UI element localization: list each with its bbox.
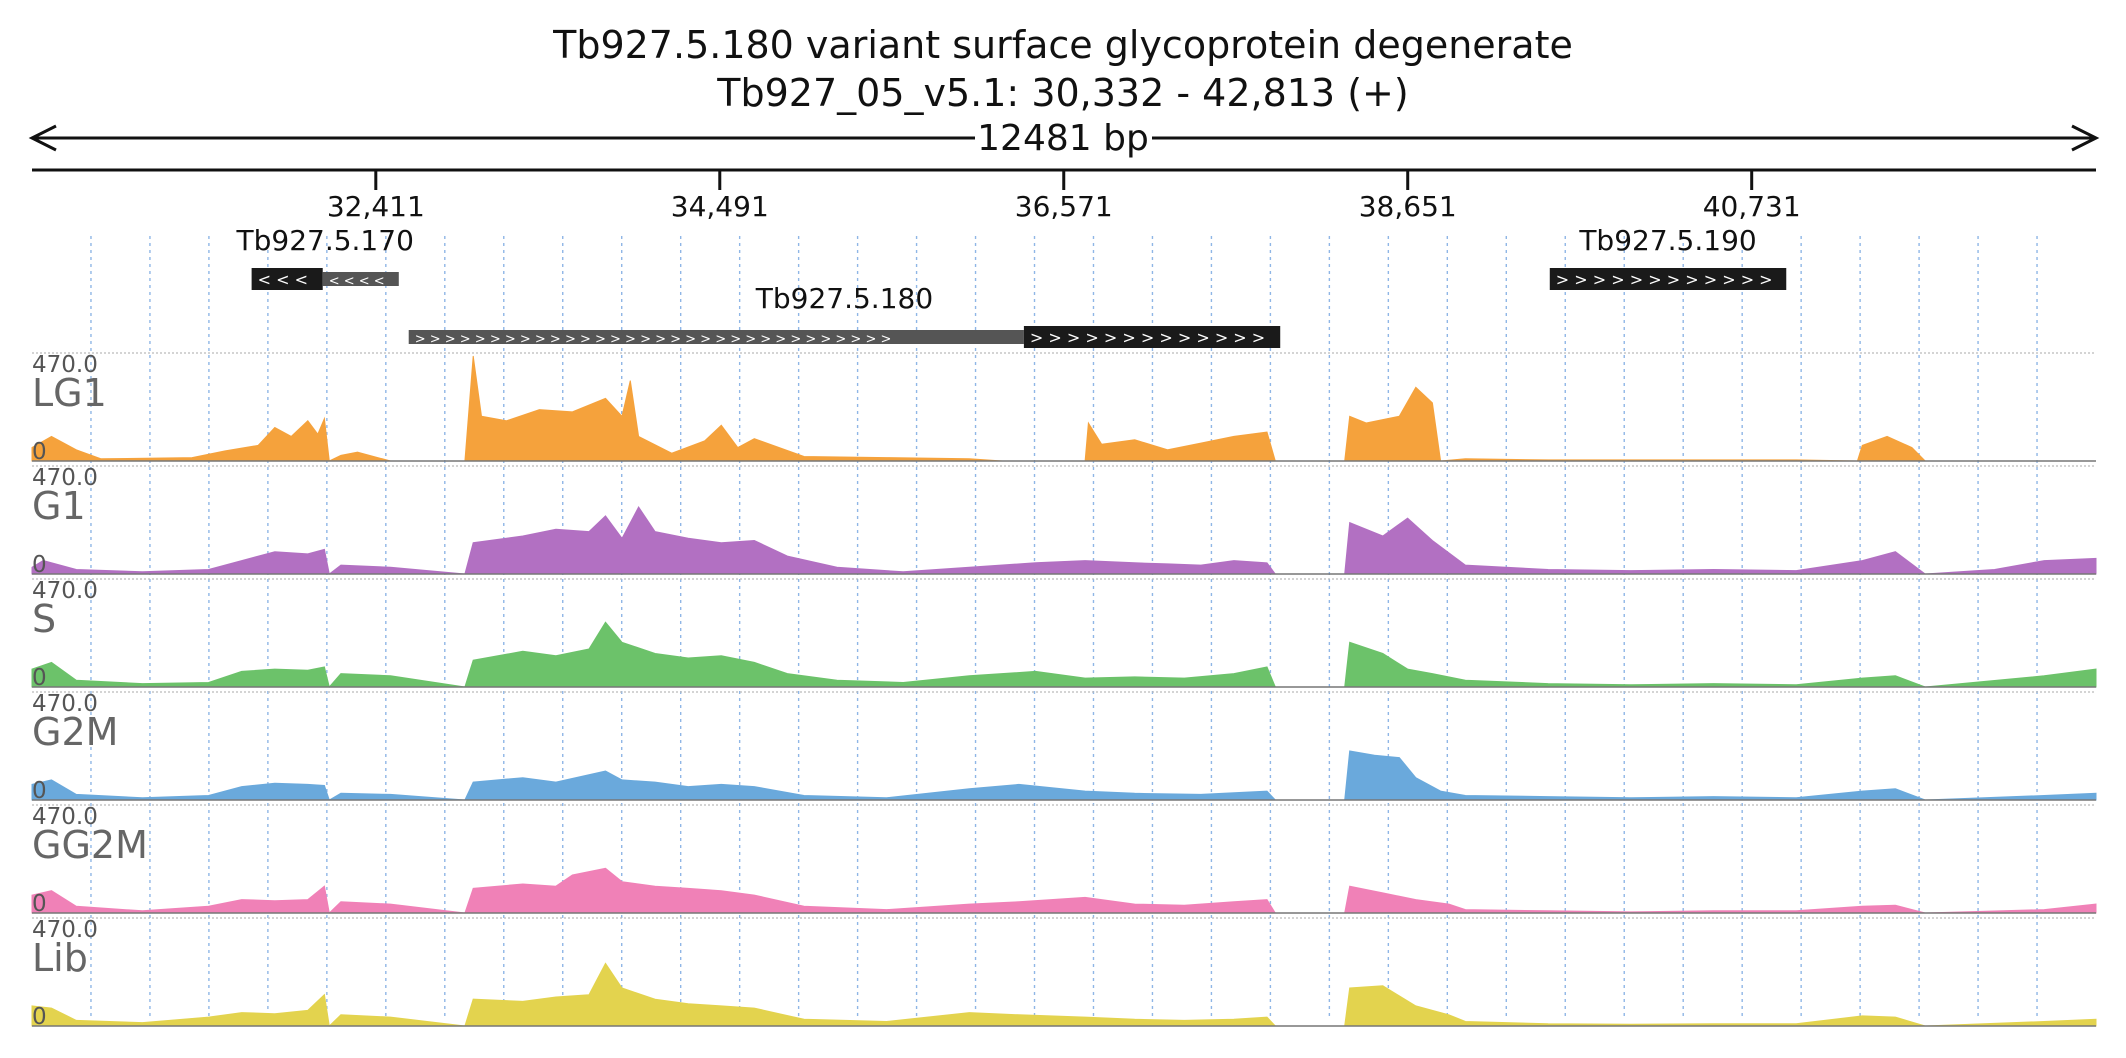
strand-chevrons: > > > > > > > > > > > > [1556,270,1773,289]
coverage-tracks: 470.0LG10470.0G10470.0S0470.0G2M0470.0GG… [31,352,2097,1030]
gene-cds-segment [1549,268,1787,290]
track-name: S [32,597,56,641]
coordinate-ticks: 32,411 34,491 36,571 38,651 40,731 [327,170,1801,223]
coverage-area [31,621,2097,689]
strand-chevrons: < < < [258,270,308,289]
track-min-label: 0 [32,552,47,578]
track-name: Lib [32,936,88,980]
track-min-label: 0 [32,439,47,465]
gene-Tb927.5.170[interactable]: < < < < < < < Tb927.5.170 [236,224,414,290]
coverage-area [31,867,2097,915]
gene-Tb927.5.190[interactable]: > > > > > > > > > > > > Tb927.5.190 [1549,224,1787,290]
track-min-label: 0 [32,778,47,804]
chart-subtitle: Tb927_05_v5.1: 30,332 - 42,813 (+) [716,71,1408,115]
track-name: G1 [32,484,86,528]
gene-Tb927.5.180[interactable]: > > > > > > > > > > > > > > > > > > > > … [408,282,1281,348]
coverage-area [31,750,2097,801]
gene-label: Tb927.5.180 [755,282,933,315]
track-max-label: 470.0 [32,917,98,943]
tick-label: 40,731 [1703,190,1801,223]
strand-chevrons: > > > > > > > > > > > > > [1030,328,1265,347]
span-arrow-left-icon [28,124,57,152]
gene-cds-segment [251,268,323,290]
coverage-area [31,962,2097,1028]
track-name: LG1 [32,371,107,415]
span-arrow-right-icon [2071,124,2100,152]
track-min-label: 0 [32,665,47,691]
chart-title: Tb927.5.180 variant surface glycoprotein… [552,23,1573,67]
track-max-label: 470.0 [32,578,98,604]
gene-cds-segment [1023,326,1281,348]
gene-label: Tb927.5.170 [236,224,414,257]
track-G1: 470.0G1 0 [31,465,2097,578]
gene-models: < < < < < < < Tb927.5.170 > > > > > > > > … [236,224,1787,348]
track-min-label: 0 [32,891,47,917]
coverage-area [31,355,2096,462]
strand-chevrons: < < < < [329,274,385,289]
tick-label: 32,411 [327,190,425,223]
strand-chevrons: > > > > > > > > > > > > > > > > > > > > … [415,332,892,347]
tick-label: 36,571 [1015,190,1113,223]
gene-label: Tb927.5.190 [1578,224,1756,257]
track-S: 470.0S 0 [31,578,2097,691]
gene-utr-segment [322,272,399,286]
span-ruler: 12481 bp [28,118,2100,159]
track-name: GG2M [32,823,148,867]
gene-utr-segment [408,330,1024,344]
tick-label: 34,491 [671,190,769,223]
track-max-label: 470.0 [32,465,98,491]
span-label: 12481 bp [977,118,1149,159]
track-max-label: 470.0 [32,804,98,830]
track-name: G2M [32,710,118,754]
track-max-label: 470.0 [32,352,98,378]
gridlines [90,236,2038,1020]
tick-label: 38,651 [1359,190,1457,223]
coverage-area [31,506,2097,575]
track-min-label: 0 [32,1004,47,1030]
track-max-label: 470.0 [32,691,98,717]
